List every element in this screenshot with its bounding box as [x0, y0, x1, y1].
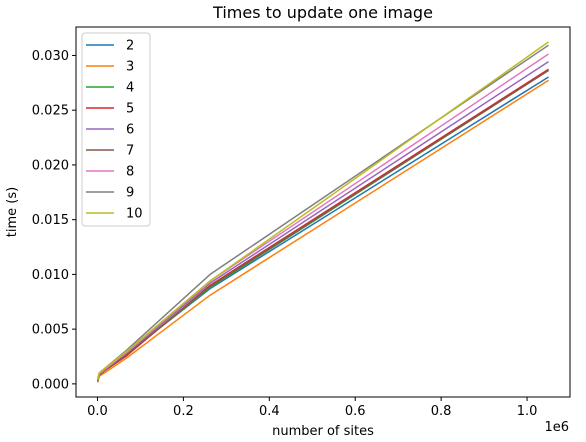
legend-label-5: 5 [126, 102, 134, 117]
x-axis-offset-label: 1e6 [544, 420, 569, 435]
plot-area [75, 26, 571, 398]
x-tick-label: 0.6 [345, 404, 366, 419]
y-tick-label: 0.020 [32, 158, 69, 173]
legend-label-8: 8 [126, 165, 134, 180]
x-axis-ticks: 0.0 0.2 0.4 0.6 0.8 1.0 [87, 397, 537, 419]
legend-label-10: 10 [126, 207, 143, 222]
y-tick-label: 0.025 [32, 104, 69, 119]
y-tick-label: 0.010 [32, 268, 69, 283]
x-axis-label: number of sites [272, 424, 374, 439]
x-tick-label: 0.0 [87, 404, 108, 419]
chart-title: Times to update one image [212, 3, 433, 22]
legend-label-9: 9 [126, 186, 134, 201]
y-tick-label: 0.015 [32, 213, 69, 228]
legend-label-7: 7 [126, 144, 134, 159]
legend: 2 3 4 5 6 7 8 9 10 [81, 32, 151, 227]
legend-label-2: 2 [126, 39, 134, 54]
series-layer [97, 41, 549, 383]
legend-box [81, 32, 151, 227]
series-line-10 [97, 41, 549, 381]
x-tick-label: 0.2 [173, 404, 194, 419]
x-tick-label: 1.0 [517, 404, 538, 419]
y-axis-label: time (s) [5, 187, 20, 237]
legend-label-3: 3 [126, 60, 134, 75]
y-tick-label: 0.030 [32, 49, 69, 64]
x-tick-label: 0.8 [431, 404, 452, 419]
legend-label-4: 4 [126, 81, 134, 96]
x-tick-label: 0.4 [259, 404, 280, 419]
y-axis-ticks: 0.000 0.005 0.010 0.015 0.020 0.025 0.030 [32, 49, 76, 392]
y-tick-label: 0.005 [32, 323, 69, 338]
y-tick-label: 0.000 [32, 377, 69, 392]
legend-label-6: 6 [126, 123, 134, 138]
